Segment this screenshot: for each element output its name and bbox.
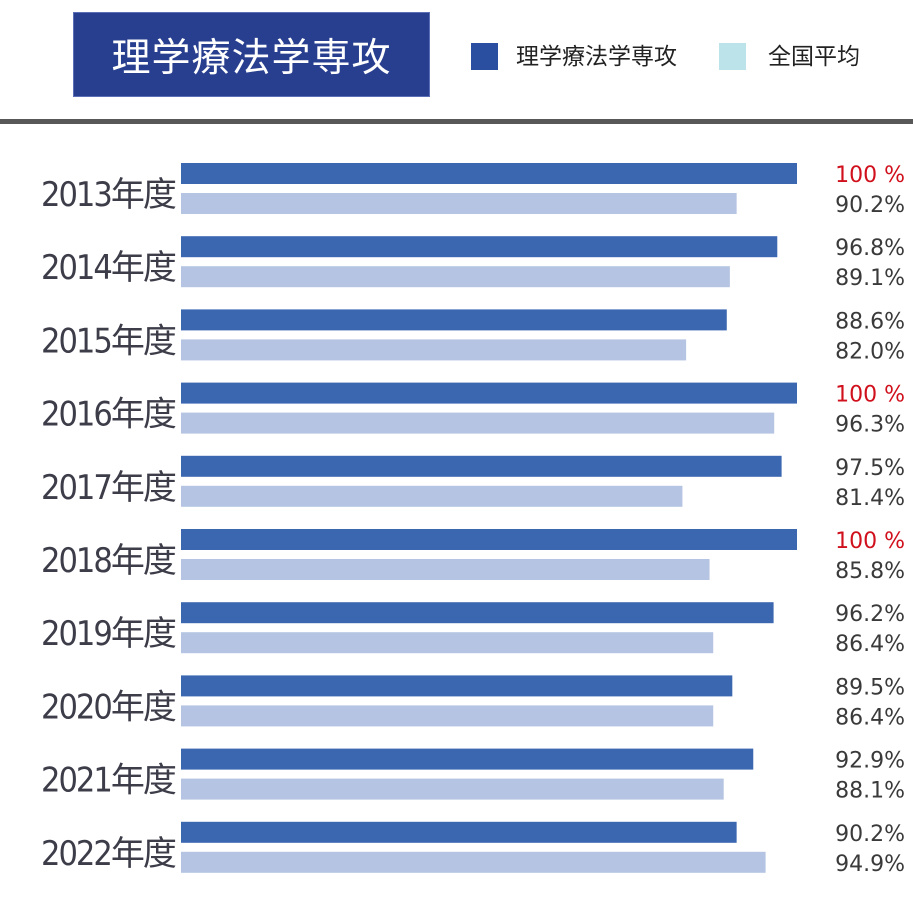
category-label: 2018年度: [41, 541, 176, 581]
bar-major: [181, 602, 774, 624]
bar-major: [181, 455, 782, 477]
value-label-major: 100 %: [835, 163, 905, 188]
category-label: 2014年度: [41, 248, 176, 288]
category-label: 2016年度: [41, 395, 176, 435]
value-label-average: 94.9%: [835, 852, 905, 877]
value-label-major: 92.9%: [835, 749, 905, 774]
value-label-average: 90.2%: [835, 193, 905, 218]
value-label-major: 96.2%: [835, 602, 905, 627]
value-label-major: 97.5%: [835, 456, 905, 481]
legend-label-average: 全国平均: [768, 44, 860, 70]
value-label-major: 96.8%: [835, 236, 905, 261]
bar-average: [181, 193, 737, 214]
bar-average: [181, 705, 714, 727]
legend-label-major: 理学療法学専攻: [516, 44, 677, 70]
legend-swatch-major: [471, 43, 498, 70]
value-label-major: 100 %: [835, 529, 905, 554]
category-label: 2022年度: [41, 834, 176, 874]
value-label-average: 85.8%: [835, 559, 905, 584]
bar-average: [181, 266, 730, 288]
bar-major: [181, 236, 778, 258]
value-label-average: 82.0%: [835, 339, 905, 364]
bar-major: [181, 821, 737, 843]
value-label-average: 81.4%: [835, 486, 905, 511]
category-label: 2013年度: [41, 175, 176, 215]
bar-major: [181, 382, 797, 404]
bar-average: [181, 485, 683, 507]
bar-major: [181, 309, 727, 331]
value-label-major: 89.5%: [835, 675, 905, 700]
bar-major: [181, 748, 754, 770]
value-label-average: 88.1%: [835, 779, 905, 804]
header-divider: [0, 119, 913, 124]
category-label: 2019年度: [41, 614, 176, 654]
bar-average: [181, 412, 775, 434]
bar-average: [181, 851, 766, 873]
value-label-average: 96.3%: [835, 413, 905, 438]
category-label: 2020年度: [41, 687, 176, 727]
value-label-average: 86.4%: [835, 705, 905, 730]
bar-average: [181, 339, 687, 361]
value-label-average: 89.1%: [835, 266, 905, 291]
category-label: 2015年度: [41, 321, 176, 361]
value-label-major: 90.2%: [835, 822, 905, 847]
title-box: 理学療法学専攻: [73, 12, 430, 97]
bar-average: [181, 559, 710, 580]
bar-average: [181, 778, 724, 800]
value-label-average: 86.4%: [835, 632, 905, 657]
category-label: 2017年度: [41, 468, 176, 508]
legend-swatch-average: [719, 43, 746, 70]
bar-average: [181, 632, 714, 654]
bar-major: [181, 675, 733, 697]
value-label-major: 100 %: [835, 383, 905, 408]
chart-title: 理学療法学専攻: [111, 35, 392, 81]
category-label: 2021年度: [41, 761, 176, 801]
bar-major: [181, 529, 797, 550]
bar-major: [181, 163, 797, 184]
value-label-major: 88.6%: [835, 309, 905, 334]
